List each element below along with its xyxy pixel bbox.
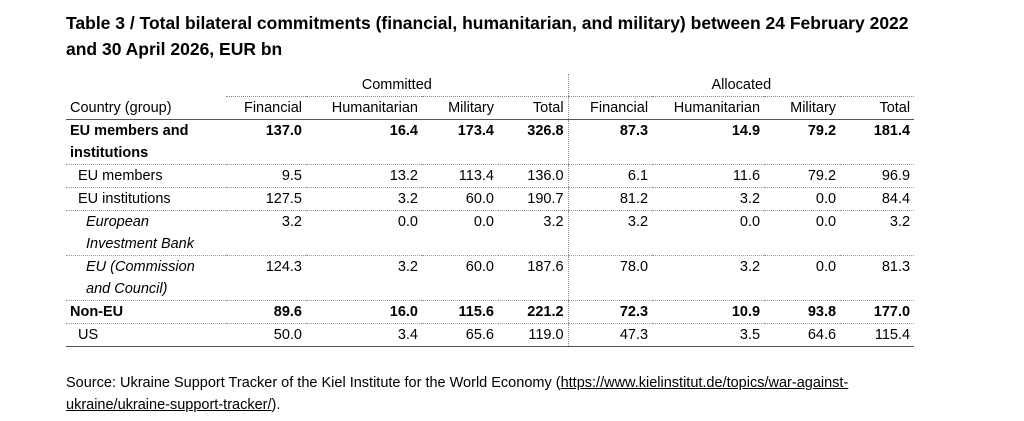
table-row: EU members 9.5 13.2 113.4 136.0 6.1 11.6… [66, 164, 915, 188]
col-header-humanitarian-allocated: Humanitarian [652, 96, 765, 120]
col-header-total-committed: Total [498, 96, 569, 120]
cell-total-committed: 187.6 [498, 255, 569, 301]
cell-military-committed: 60.0 [422, 255, 498, 301]
group-header-empty [66, 74, 226, 97]
row-label: EU (Commission and Council) [66, 255, 226, 301]
table-row: European Investment Bank 3.2 0.0 0.0 3.2… [66, 210, 915, 256]
cell-humanitarian-committed: 16.0 [306, 300, 422, 324]
cell-humanitarian-committed: 3.4 [306, 323, 422, 347]
table-row: EU (Commission and Council) 124.3 3.2 60… [66, 255, 915, 301]
cell-financial-committed: 127.5 [226, 187, 306, 211]
row-label: EU members and institutions [66, 119, 226, 165]
cell-financial-committed: 9.5 [226, 164, 306, 188]
column-header-row: Country (group) Financial Humanitarian M… [66, 96, 915, 120]
cell-financial-committed: 50.0 [226, 323, 306, 347]
cell-humanitarian-allocated: 10.9 [652, 300, 765, 324]
group-header-row: Committed Allocated [66, 74, 915, 97]
commitments-table: Committed Allocated Country (group) Fina… [66, 74, 915, 347]
cell-financial-allocated: 6.1 [567, 164, 653, 188]
cell-military-allocated: 93.8 [764, 300, 841, 324]
col-header-military-committed: Military [422, 96, 498, 120]
cell-military-allocated: 79.2 [764, 119, 841, 165]
cell-total-allocated: 81.3 [840, 255, 915, 301]
cell-military-allocated: 0.0 [764, 187, 841, 211]
cell-financial-committed: 89.6 [226, 300, 306, 324]
row-label: European Investment Bank [66, 210, 226, 256]
table-row: Non-EU 89.6 16.0 115.6 221.2 72.3 10.9 9… [66, 300, 915, 324]
cell-humanitarian-committed: 0.0 [306, 210, 422, 256]
cell-total-committed: 119.0 [498, 323, 569, 347]
source-suffix: ). [271, 397, 281, 413]
cell-total-allocated: 115.4 [840, 323, 915, 347]
cell-total-committed: 136.0 [498, 164, 569, 188]
cell-financial-allocated: 3.2 [567, 210, 653, 256]
cell-total-allocated: 96.9 [840, 164, 915, 188]
cell-total-allocated: 84.4 [840, 187, 915, 211]
cell-financial-allocated: 81.2 [567, 187, 653, 211]
cell-military-committed: 115.6 [422, 300, 498, 324]
row-label: Non-EU [66, 300, 226, 324]
cell-military-allocated: 0.0 [764, 255, 841, 301]
cell-humanitarian-allocated: 11.6 [652, 164, 765, 188]
cell-humanitarian-committed: 13.2 [306, 164, 422, 188]
cell-financial-allocated: 87.3 [567, 119, 653, 165]
cell-military-committed: 65.6 [422, 323, 498, 347]
source-note: Source: Ukraine Support Tracker of the K… [66, 372, 946, 416]
cell-humanitarian-committed: 16.4 [306, 119, 422, 165]
table-title: Table 3 / Total bilateral commitments (f… [66, 13, 909, 59]
table-row: EU members and institutions 137.0 16.4 1… [66, 119, 915, 165]
cell-humanitarian-allocated: 3.2 [652, 255, 765, 301]
cell-military-committed: 0.0 [422, 210, 498, 256]
group-header-committed: Committed [226, 74, 569, 97]
row-label: EU institutions [66, 187, 226, 211]
cell-military-allocated: 64.6 [764, 323, 841, 347]
cell-humanitarian-committed: 3.2 [306, 255, 422, 301]
cell-financial-allocated: 78.0 [567, 255, 653, 301]
cell-military-committed: 60.0 [422, 187, 498, 211]
cell-humanitarian-allocated: 3.5 [652, 323, 765, 347]
row-label: EU members [66, 164, 226, 188]
row-label: US [66, 323, 226, 347]
cell-total-committed: 221.2 [498, 300, 569, 324]
col-header-military-allocated: Military [764, 96, 841, 120]
cell-financial-allocated: 72.3 [567, 300, 653, 324]
col-header-country: Country (group) [66, 96, 226, 120]
source-prefix: Source: Ukraine Support Tracker of the K… [66, 375, 561, 391]
cell-total-committed: 190.7 [498, 187, 569, 211]
cell-total-committed: 3.2 [498, 210, 569, 256]
cell-total-allocated: 177.0 [840, 300, 915, 324]
col-header-financial-committed: Financial [226, 96, 306, 120]
col-header-financial-allocated: Financial [567, 96, 653, 120]
table-row: EU institutions 127.5 3.2 60.0 190.7 81.… [66, 187, 915, 211]
cell-humanitarian-allocated: 3.2 [652, 187, 765, 211]
cell-total-allocated: 181.4 [840, 119, 915, 165]
cell-military-allocated: 0.0 [764, 210, 841, 256]
cell-military-allocated: 79.2 [764, 164, 841, 188]
table-row: US 50.0 3.4 65.6 119.0 47.3 3.5 64.6 115… [66, 323, 915, 347]
cell-financial-committed: 137.0 [226, 119, 306, 165]
col-header-humanitarian-committed: Humanitarian [306, 96, 422, 120]
source-link[interactable]: https://www.kielinstitut.de/topics/war-a… [66, 375, 849, 413]
cell-total-allocated: 3.2 [840, 210, 915, 256]
cell-humanitarian-committed: 3.2 [306, 187, 422, 211]
group-header-allocated: Allocated [567, 74, 915, 97]
cell-humanitarian-allocated: 0.0 [652, 210, 765, 256]
cell-financial-allocated: 47.3 [567, 323, 653, 347]
cell-military-committed: 173.4 [422, 119, 498, 165]
cell-financial-committed: 3.2 [226, 210, 306, 256]
col-header-total-allocated: Total [840, 96, 915, 120]
cell-financial-committed: 124.3 [226, 255, 306, 301]
cell-military-committed: 113.4 [422, 164, 498, 188]
cell-total-committed: 326.8 [498, 119, 569, 165]
cell-humanitarian-allocated: 14.9 [652, 119, 765, 165]
